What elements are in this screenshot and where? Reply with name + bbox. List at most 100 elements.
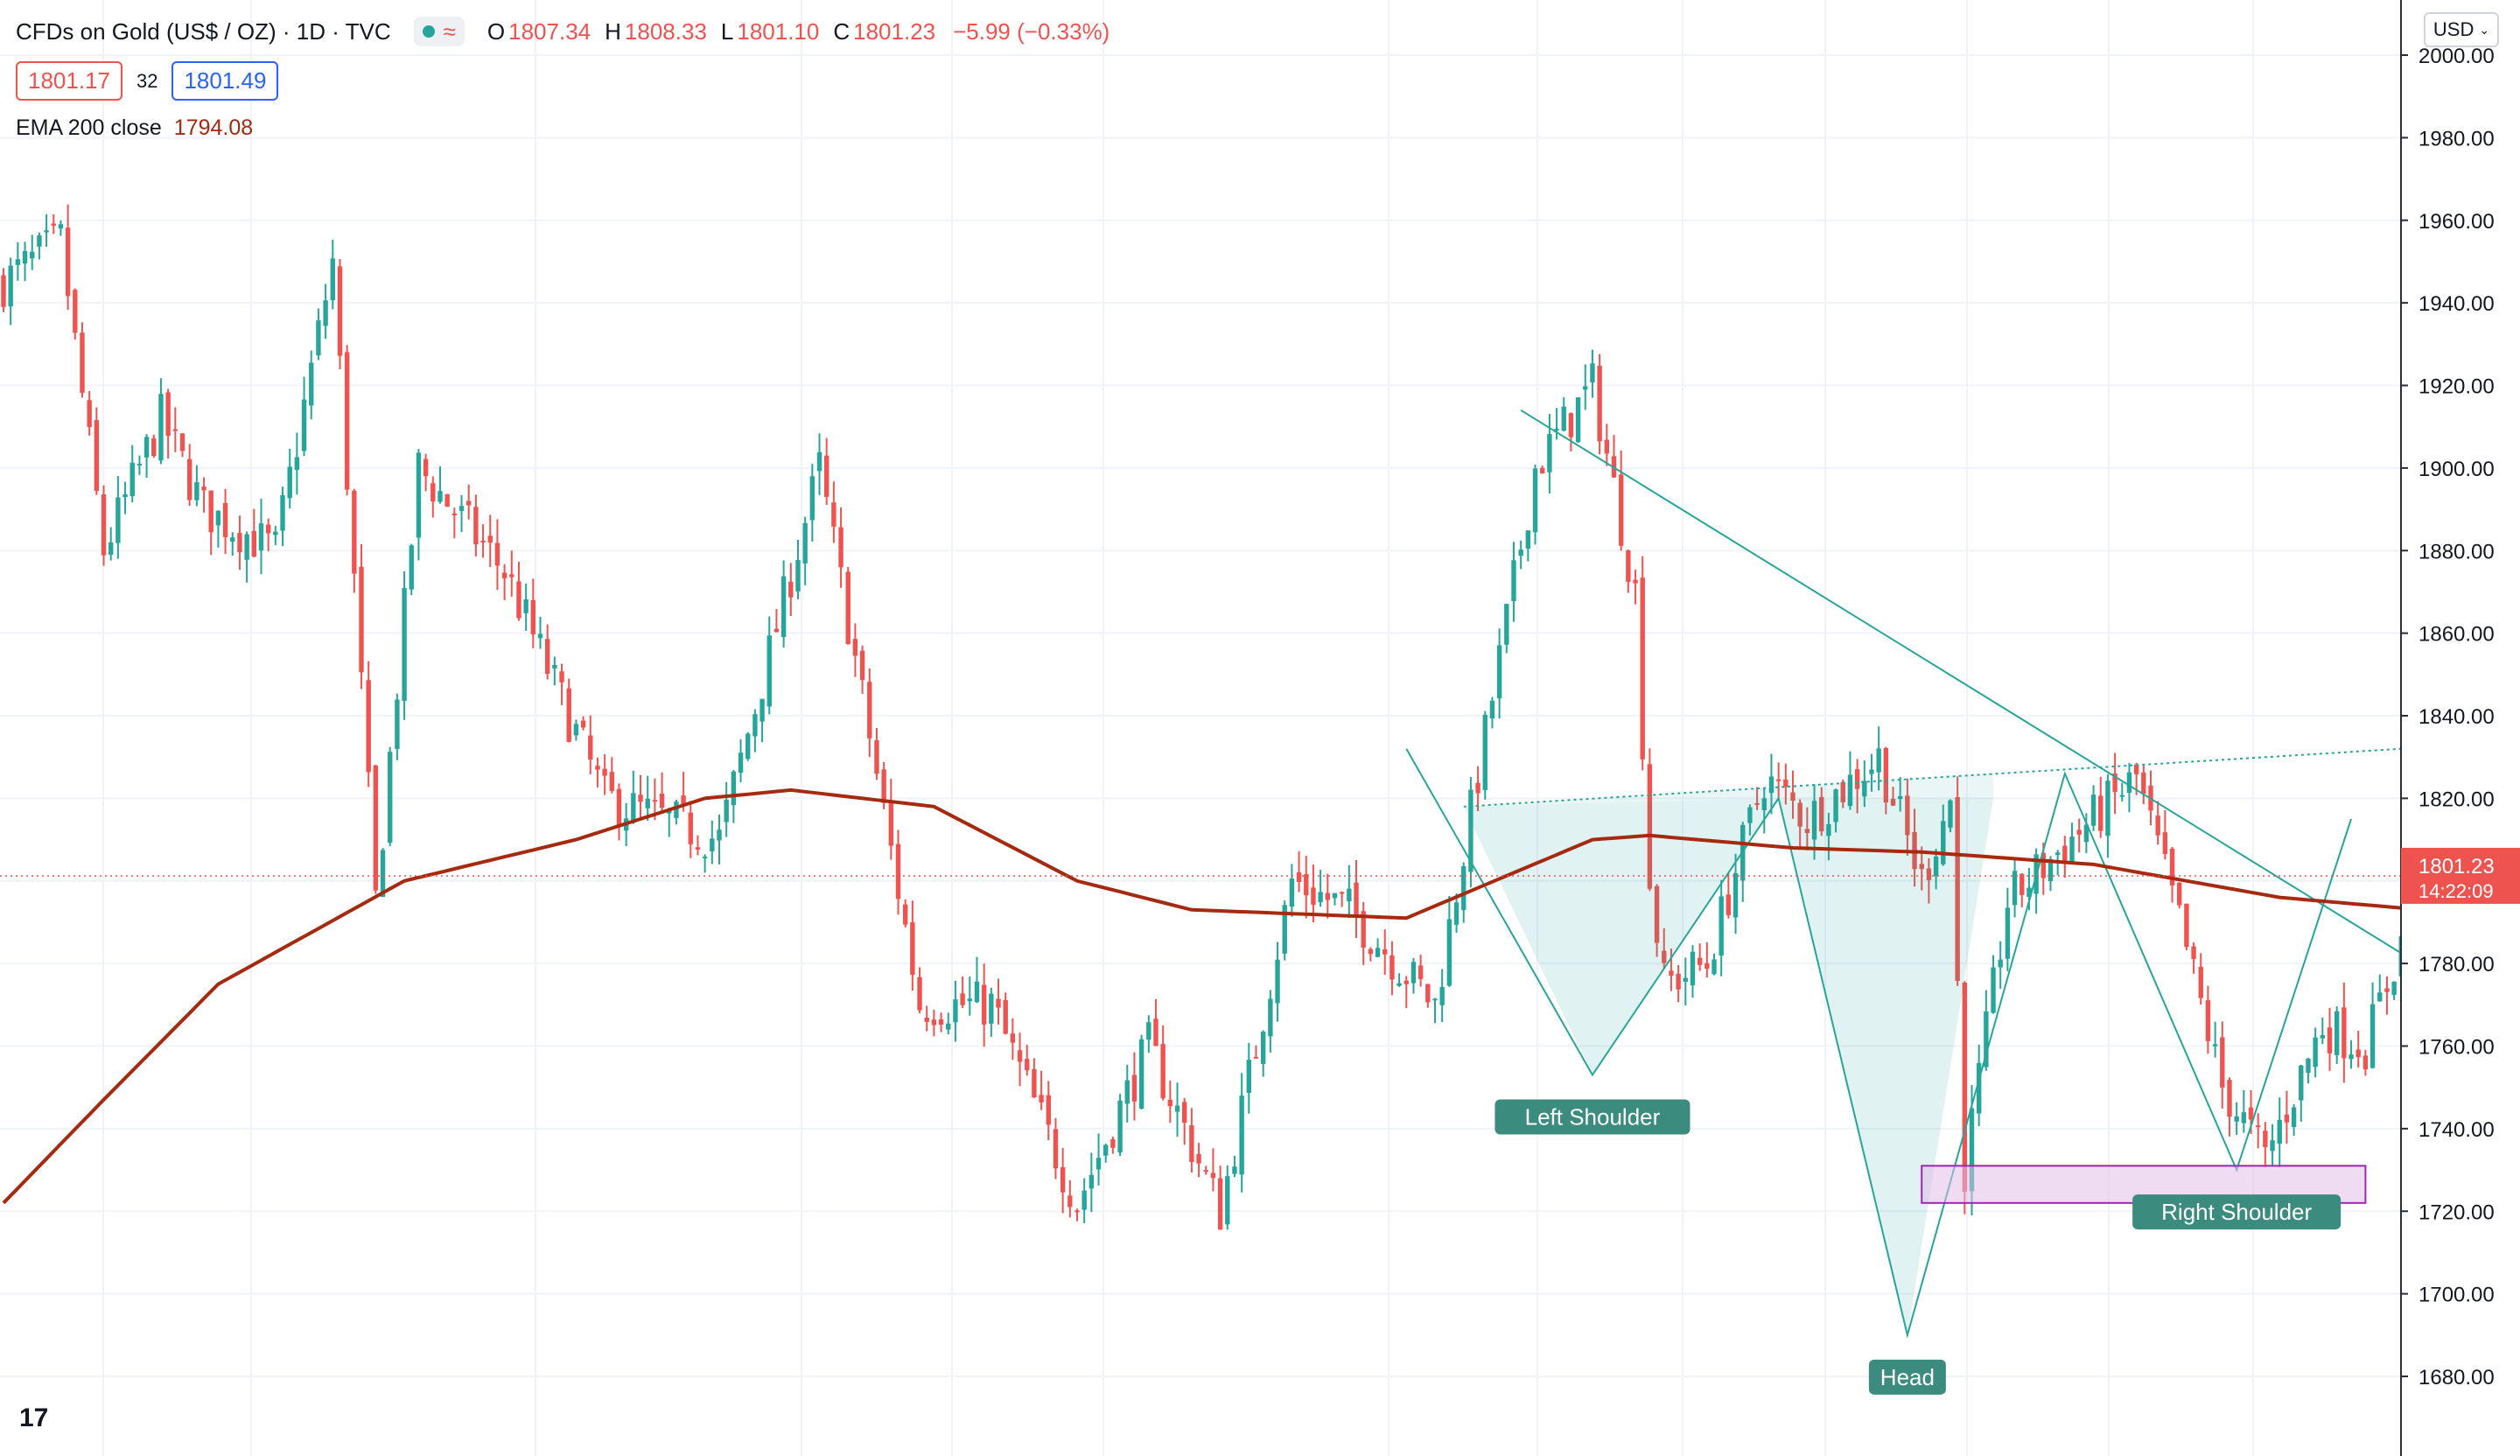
candle-body [30, 251, 35, 259]
tick-label: 1760.00 [2418, 1036, 2495, 1060]
candle-body [444, 494, 450, 508]
candle-body [494, 542, 500, 566]
countdown-text: 14:22:09 [2418, 880, 2494, 902]
candle-body [1425, 984, 1431, 1003]
candle-body [1174, 1105, 1180, 1112]
candle-body [186, 458, 192, 500]
candle-body [1146, 1022, 1152, 1040]
candle-body [724, 799, 729, 822]
candle-body [2126, 772, 2132, 793]
ohlc-value: 1807.34 [508, 18, 592, 45]
candle-body [473, 507, 479, 545]
candle-body [580, 720, 586, 728]
currency-dropdown[interactable]: USD ⌄ [2424, 12, 2499, 47]
trade-buttons: 1801.17 32 1801.49 [16, 61, 279, 101]
candle-body [108, 542, 114, 555]
vertical-grid [102, 0, 2254, 1456]
candle-body [1432, 998, 1438, 1001]
candle-body [559, 671, 564, 682]
candle-body [2198, 967, 2203, 998]
candle-body [717, 830, 722, 841]
candle-body [423, 458, 429, 477]
candle-body [2299, 1065, 2304, 1101]
candle-body [2220, 1037, 2225, 1088]
candle-body [458, 506, 465, 511]
candle-body [509, 574, 514, 578]
candle-body [1998, 959, 2003, 968]
spread-value: 32 [136, 69, 158, 92]
candle-body [2270, 1140, 2275, 1152]
candle-body [402, 588, 407, 701]
candle-body [1568, 413, 1574, 438]
candle-body [910, 922, 915, 975]
candle-body [2169, 848, 2175, 886]
candle-body [1025, 1059, 1030, 1071]
candle-body [2112, 773, 2118, 793]
label-text: Right Shoulder [2161, 1199, 2312, 1225]
sell-price-button[interactable]: 1801.17 [16, 61, 122, 101]
candle-body [1390, 955, 1395, 980]
candle-body [1396, 983, 1402, 986]
tick-label: 1940.00 [2418, 292, 2495, 316]
candle-body [1088, 1174, 1095, 1189]
candle-body [2234, 1116, 2239, 1122]
candle-body [638, 794, 643, 802]
candle-body [946, 1023, 951, 1030]
candle-body [1633, 579, 1638, 584]
candle-body [809, 476, 816, 521]
buy-price-button[interactable]: 1801.49 [172, 61, 279, 101]
candle-body [388, 752, 393, 844]
candle-body [1626, 550, 1631, 582]
candle-body [1775, 779, 1782, 781]
candle-body [738, 752, 744, 774]
pattern-label: Head [1868, 1359, 1946, 1395]
price-axis[interactable]: 1680.00 1700.00 1720.00 1740.00 1760.00 1780.… [2400, 0, 2520, 1456]
candle-body [309, 362, 314, 406]
candle-body [938, 1019, 944, 1025]
candle-body [215, 510, 221, 526]
candle-body [116, 497, 121, 543]
candle-body [1325, 892, 1330, 900]
candle-body [1196, 1153, 1201, 1164]
tick-label: 2000.00 [2418, 45, 2495, 68]
candle-body [1375, 948, 1381, 957]
candle-body [1361, 911, 1366, 948]
market-status[interactable]: ≈ [413, 17, 465, 46]
candle-body [301, 399, 307, 452]
candle-body [1068, 1195, 1073, 1208]
candle-body [251, 530, 256, 557]
candle-body [2083, 824, 2090, 843]
candle-body [816, 452, 822, 472]
candle-body [1811, 801, 1817, 840]
candle-body [1453, 902, 1460, 925]
candle-body [766, 635, 772, 707]
candle-body [501, 572, 508, 578]
symbol-title[interactable]: CFDs on Gold (US$ / OZ) · 1D · TVC [16, 18, 391, 45]
candle-body [1732, 872, 1739, 918]
candle-body [208, 490, 214, 533]
candle-body [452, 513, 458, 515]
candle-body [1282, 905, 1287, 954]
candle-body [1933, 856, 1939, 877]
candle-body [8, 265, 13, 307]
candle-body [1225, 1176, 1230, 1225]
pattern-label: Right Shoulder [2132, 1194, 2342, 1230]
candle-body [1482, 714, 1488, 790]
tick-label: 1920.00 [2418, 375, 2495, 399]
candle-body [1332, 892, 1338, 899]
candle-body [1969, 1108, 1975, 1192]
candle-body [244, 534, 249, 560]
candle-body [1640, 578, 1645, 760]
ohlc-key: L [720, 18, 734, 45]
candle-body [2026, 887, 2032, 898]
ema-legend[interactable]: EMA 200 close 1794.08 [16, 116, 253, 141]
tick-label: 1980.00 [2418, 127, 2495, 150]
candle-body [674, 802, 679, 818]
candle-body [2263, 1130, 2268, 1147]
candle-body [1654, 886, 1660, 943]
candle-body [544, 639, 550, 675]
candle-body [895, 844, 901, 900]
candle-body [1461, 865, 1466, 911]
candle-body [416, 452, 422, 538]
